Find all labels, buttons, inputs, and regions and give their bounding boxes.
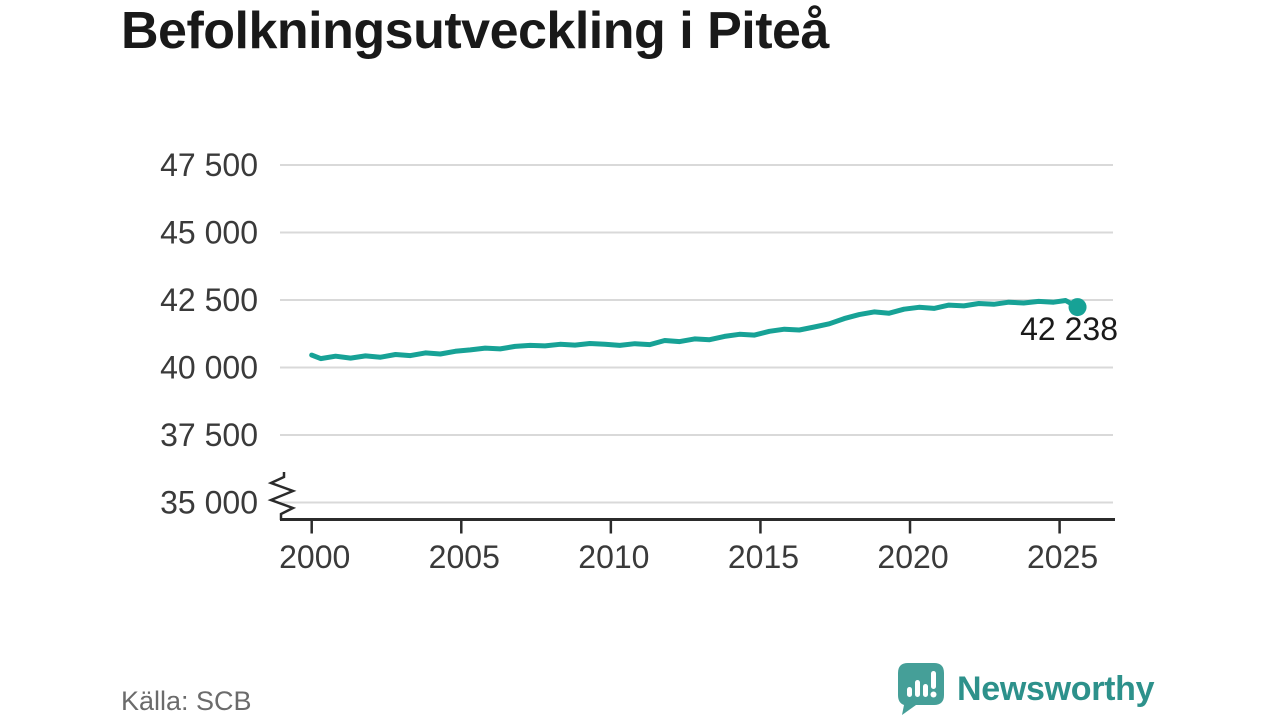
- brand: Newsworthy: [898, 663, 1155, 716]
- logo-exclamation-dot: [930, 691, 937, 698]
- x-tick-label: 2010: [578, 539, 649, 575]
- x-tick-label: 2025: [1027, 539, 1098, 575]
- logo-bar-short: [907, 687, 912, 697]
- logo-bar-tall: [915, 680, 920, 697]
- x-tick-label: 2000: [279, 539, 350, 575]
- y-tick-label: 45 000: [160, 215, 258, 251]
- axis-break-icon: [267, 472, 297, 520]
- logo-bar-medium: [923, 684, 928, 697]
- y-tick-label: 35 000: [160, 485, 258, 521]
- page-title: Befolkningsutveckling i Piteå: [121, 2, 829, 60]
- y-tick-label: 47 500: [160, 147, 258, 183]
- source-label: Källa: SCB: [121, 686, 252, 716]
- x-tick-label: 2015: [728, 539, 799, 575]
- newsworthy-logo-icon: [898, 663, 944, 715]
- y-tick-label: 42 500: [160, 282, 258, 318]
- y-tick-label: 40 000: [160, 350, 258, 386]
- y-tick-label: 37 500: [160, 417, 258, 453]
- x-tick-label: 2005: [429, 539, 500, 575]
- population-line: [309, 298, 1080, 362]
- end-value-label: 42 238: [1020, 311, 1118, 347]
- x-tick-label: 2020: [877, 539, 948, 575]
- brand-name: Newsworthy: [957, 670, 1155, 708]
- end-dot: [1068, 298, 1087, 317]
- logo-exclamation-bar: [931, 671, 936, 689]
